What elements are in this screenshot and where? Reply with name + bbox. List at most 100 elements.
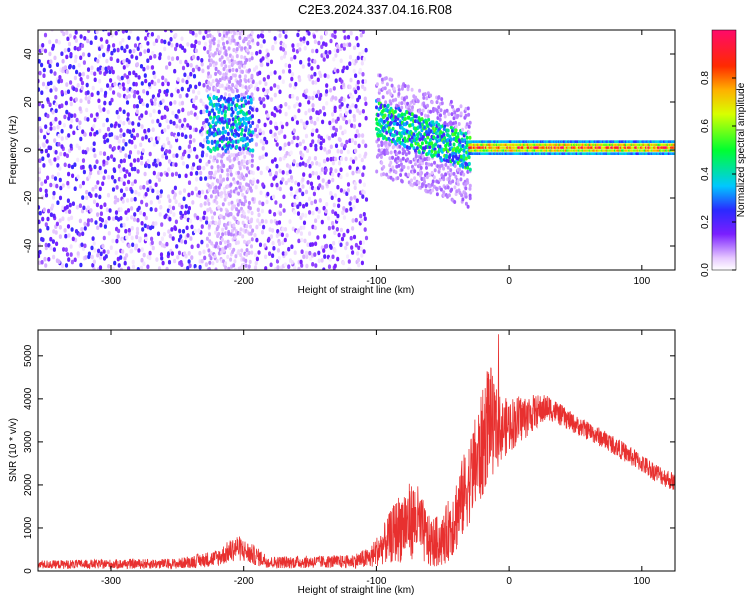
spectrogram-cell [377, 137, 380, 142]
spectrogram-cell [74, 97, 78, 102]
spectrogram-cell [233, 204, 237, 209]
spectrogram-cell [188, 139, 192, 145]
spectrogram-cell [311, 107, 315, 113]
spectrogram-cell [236, 30, 240, 33]
spectrogram-cell [278, 146, 282, 151]
spectrogram-cell [205, 118, 209, 123]
spectrogram-cell [73, 45, 77, 51]
spectrogram-cell [152, 108, 156, 114]
spectrogram-cell [436, 134, 440, 139]
spectrogram-cell [225, 69, 229, 74]
spectrogram-cell [144, 192, 148, 197]
spectrogram-cell [201, 68, 205, 74]
spectrogram-cell [251, 79, 255, 84]
spectrogram-cell [298, 162, 302, 167]
spectrogram-cell [66, 224, 71, 229]
spectrogram-cell [127, 59, 131, 64]
spectrogram-cell [299, 118, 303, 124]
spectrogram-cell [348, 267, 352, 270]
spectrogram-cell [51, 110, 55, 115]
spectrogram-cell [384, 123, 388, 128]
spectrogram-cell [208, 110, 212, 115]
spectrogram-cell [442, 127, 446, 131]
spectrogram-cell [449, 162, 453, 167]
spectrogram-cell [183, 125, 187, 131]
spectrogram-cell [185, 164, 189, 169]
spectrogram-cell [125, 235, 129, 240]
spectrogram-cell [209, 155, 213, 160]
spectrogram-cell [296, 42, 300, 48]
spectrogram-cell [329, 156, 333, 162]
spectrogram-cell [271, 253, 275, 258]
spectrogram-cell [232, 38, 236, 43]
spectrogram-cell [67, 216, 71, 222]
spectrogram-cell [380, 140, 384, 145]
spectrogram-cell [202, 35, 206, 41]
spectrogram-cell [67, 171, 71, 177]
spectrogram-cell [437, 95, 441, 100]
spectrogram-cell [273, 83, 277, 88]
spectrogram-cell [158, 52, 162, 57]
spectrogram-cell [127, 231, 132, 236]
spectrogram-cell [146, 158, 150, 164]
spectrogram-cell [203, 124, 207, 129]
spectrogram-cell [468, 183, 472, 188]
spectrogram-cell [385, 172, 389, 177]
spectrogram-cell [180, 132, 184, 137]
spectrogram-cell [460, 131, 463, 136]
spectrogram-cell [165, 266, 169, 270]
spectrogram-cell [176, 254, 180, 260]
spectrogram-cell [127, 228, 131, 233]
spectrogram-cell [264, 219, 268, 224]
spectrogram-cell [449, 99, 453, 104]
spectrogram-cell [38, 210, 42, 216]
spectrogram-cell [355, 36, 359, 41]
spectrogram-cell [364, 115, 368, 121]
spectrogram-cell [350, 138, 354, 143]
spectrogram-cell [354, 89, 358, 95]
spectrogram-cell [238, 82, 242, 87]
spectrogram-cell [65, 23, 68, 28]
spectrogram-cell [293, 265, 297, 270]
spectrogram-cell [430, 149, 434, 154]
spectrogram-cell [151, 245, 155, 251]
spectrogram-cell [323, 73, 327, 78]
spectrogram-cell [255, 133, 259, 139]
spectrogram-cell [255, 256, 259, 262]
spectrogram-cell [222, 45, 226, 50]
spectrogram-cell [284, 251, 288, 256]
spectrogram-cell [235, 153, 238, 158]
spectrogram-cell [81, 149, 85, 155]
spectrogram-cell [163, 39, 167, 45]
spectrogram-cell [259, 138, 263, 144]
spectrogram-cell [135, 230, 140, 236]
spectrogram-cell [96, 90, 100, 96]
spectrogram-cell [123, 73, 127, 78]
spectrogram-cell [231, 163, 235, 168]
spectrogram-cell [229, 30, 233, 34]
spectrogram-cell [109, 78, 113, 83]
spectrogram-cell [175, 56, 180, 61]
spectrogram-cell [333, 30, 337, 34]
spectrogram-cell [239, 60, 243, 65]
spectrogram-cell [108, 144, 112, 149]
spectrogram-cell [313, 252, 317, 257]
spectrogram-cell [60, 30, 64, 34]
spectrogram-cell [119, 128, 123, 133]
spectrogram-cell [229, 172, 233, 177]
spectrogram-cell [170, 92, 174, 98]
spectrogram-cell [468, 120, 472, 125]
spectrogram-cell [319, 135, 323, 141]
spectrogram-cell [209, 115, 213, 120]
spectrogram-cell [211, 119, 215, 125]
spectrogram-cell [243, 214, 247, 219]
spectrogram-cell [358, 122, 362, 128]
spectrogram-cell [323, 147, 327, 152]
spectrogram-cell [235, 207, 239, 212]
spectrogram-cell [233, 73, 237, 78]
spectrogram-cell [85, 195, 89, 201]
spectrogram-cell [193, 264, 197, 269]
spectrogram-cell [361, 30, 365, 34]
spectrogram-cell [394, 97, 398, 102]
spectrogram-cell [143, 73, 147, 78]
